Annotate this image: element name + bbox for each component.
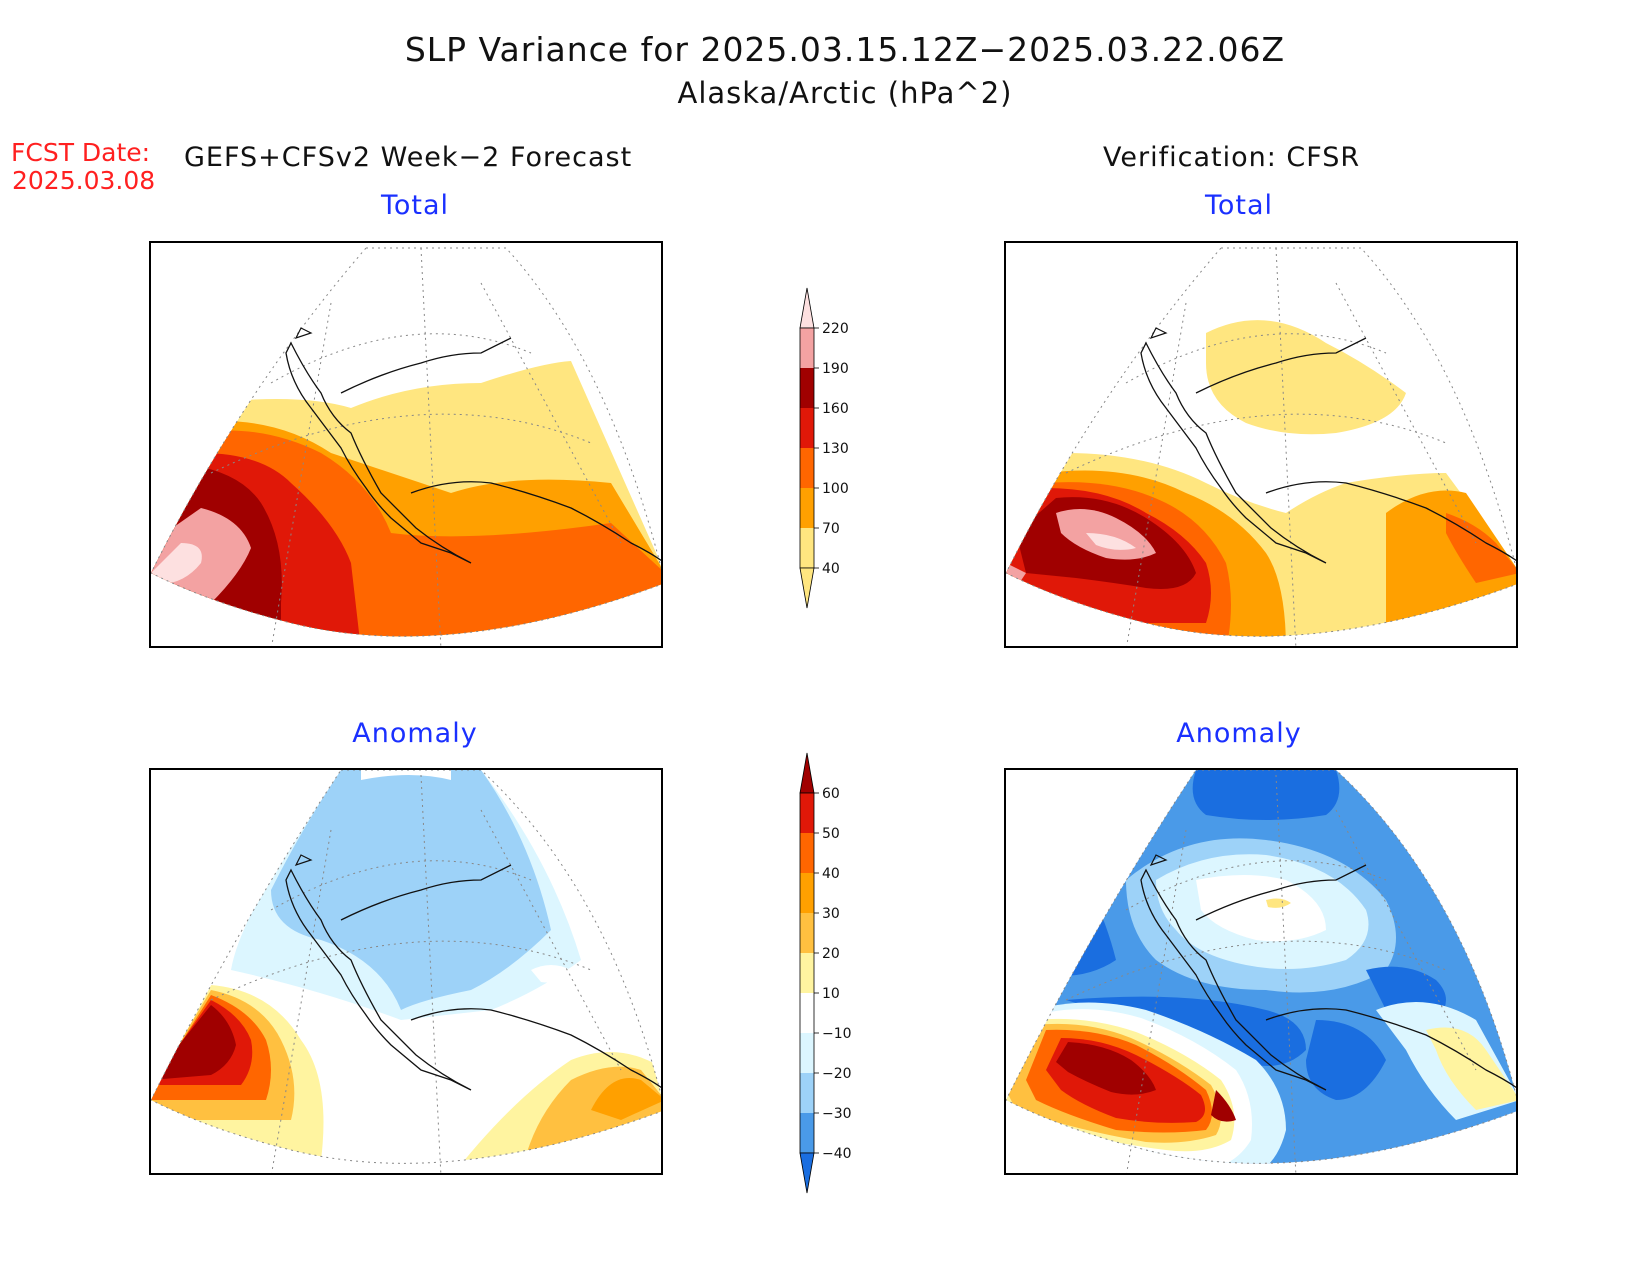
total-colorbar-swatch-5 bbox=[800, 488, 814, 528]
anomaly-colorbar-swatch-5 bbox=[800, 953, 814, 993]
anomaly-colorbar-tick-label: −40 bbox=[822, 1146, 852, 1162]
sub-title: Alaska/Arctic (hPa^2) bbox=[677, 76, 1013, 110]
anomaly-colorbar: 60 50 40 30 20 10 −10 −20 −30 −40 bbox=[790, 752, 870, 1202]
anomaly-colorbar-swatch-bottom bbox=[799, 1152, 815, 1194]
anomaly-colorbar-tick-label: −20 bbox=[822, 1066, 852, 1082]
total-colorbar-tick-label: 40 bbox=[822, 561, 840, 577]
total-colorbar-tick-label: 70 bbox=[822, 521, 840, 537]
verification-total-map bbox=[1004, 241, 1518, 648]
anomaly-colorbar-swatches: 60 50 40 30 20 10 −10 −20 −30 −40 bbox=[799, 752, 852, 1194]
verification-total-title: Total bbox=[1204, 190, 1274, 221]
total-colorbar: 220 190 160 130 100 70 40 bbox=[790, 284, 870, 614]
total-colorbar-swatch-top bbox=[799, 287, 815, 329]
anomaly-colorbar-tick-label: 30 bbox=[822, 906, 840, 922]
total-colorbar-tick-label: 130 bbox=[822, 441, 849, 457]
total-colorbar-swatch-2 bbox=[800, 368, 814, 408]
total-colorbar-tick-label: 160 bbox=[822, 401, 849, 417]
anomaly-colorbar-tick-label: 60 bbox=[822, 786, 840, 802]
total-colorbar-swatch-bottom bbox=[799, 567, 815, 609]
anomaly-colorbar-swatch-4 bbox=[800, 913, 814, 953]
anomaly-colorbar-tick-label: −10 bbox=[822, 1026, 852, 1042]
anomaly-colorbar-tick-label: 40 bbox=[822, 866, 840, 882]
verification-anomaly-title: Anomaly bbox=[1176, 718, 1302, 749]
forecast-anomaly-map bbox=[149, 768, 663, 1175]
main-title: SLP Variance for 2025.03.15.12Z−2025.03.… bbox=[404, 30, 1286, 69]
forecast-date-label: FCST Date: bbox=[11, 138, 151, 167]
forecast-date-value: 2025.03.08 bbox=[12, 166, 156, 195]
anomaly-colorbar-swatch-top bbox=[799, 752, 815, 794]
forecast-total-title: Total bbox=[380, 190, 450, 221]
total-colorbar-swatch-6 bbox=[800, 528, 814, 568]
verification-anomaly-map bbox=[1004, 768, 1518, 1175]
verification-anomaly-map-graphic bbox=[1006, 770, 1516, 1173]
total-colorbar-tick-label: 220 bbox=[822, 321, 849, 337]
forecast-total-map-graphic bbox=[151, 247, 661, 646]
total-colorbar-swatch-4 bbox=[800, 448, 814, 488]
anomaly-colorbar-swatch-8 bbox=[800, 1073, 814, 1113]
total-colorbar-swatch-1 bbox=[800, 328, 814, 368]
forecast-anomaly-title: Anomaly bbox=[352, 718, 478, 749]
forecast-column-header: GEFS+CFSv2 Week−2 Forecast bbox=[184, 142, 633, 173]
verification-column-header: Verification: CFSR bbox=[1103, 142, 1361, 173]
total-colorbar-tick-label: 190 bbox=[822, 361, 849, 377]
anomaly-colorbar-tick-label: 20 bbox=[822, 946, 840, 962]
anomaly-colorbar-tick-label: 10 bbox=[822, 986, 840, 1002]
total-colorbar-swatch-3 bbox=[800, 408, 814, 448]
anomaly-colorbar-swatch-6 bbox=[800, 993, 814, 1033]
anomaly-colorbar-swatch-1 bbox=[800, 793, 814, 833]
total-colorbar-swatches: 220 190 160 130 100 70 40 bbox=[799, 287, 849, 609]
anomaly-colorbar-swatch-3 bbox=[800, 873, 814, 913]
anomaly-colorbar-swatch-2 bbox=[800, 833, 814, 873]
total-colorbar-tick-label: 100 bbox=[822, 481, 849, 497]
forecast-anomaly-map-graphic bbox=[151, 770, 661, 1173]
anomaly-colorbar-tick-label: 50 bbox=[822, 826, 840, 842]
anomaly-colorbar-tick-label: −30 bbox=[822, 1106, 852, 1122]
anomaly-colorbar-swatch-9 bbox=[800, 1113, 814, 1153]
verification-total-map-graphic bbox=[1006, 247, 1516, 646]
anomaly-colorbar-swatch-7 bbox=[800, 1033, 814, 1073]
forecast-total-map bbox=[149, 241, 663, 648]
